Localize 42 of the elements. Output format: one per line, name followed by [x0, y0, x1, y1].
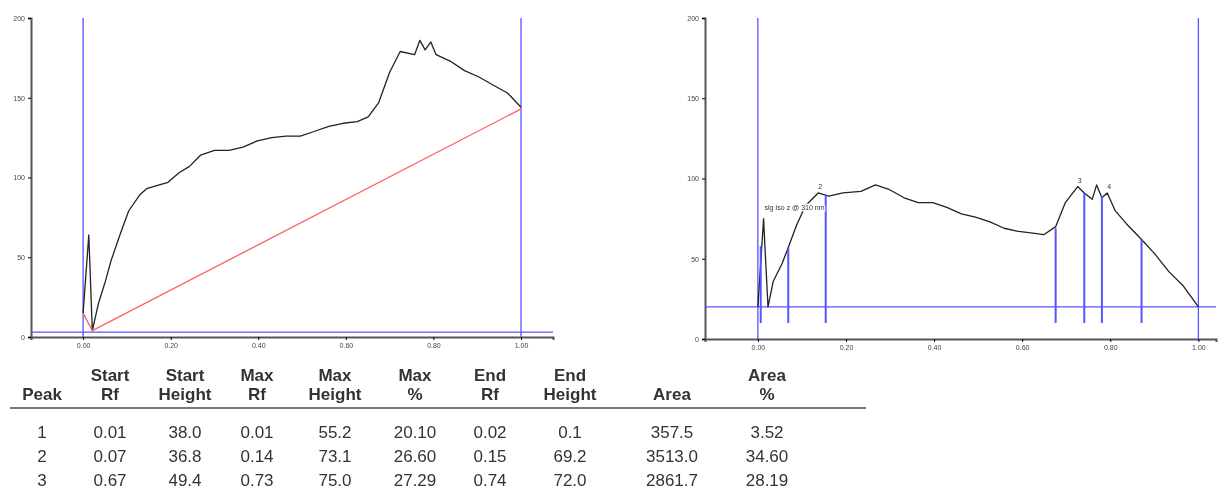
text: 20.10 — [393, 423, 437, 442]
text: 1 — [37, 423, 47, 442]
text: 0.01 — [240, 423, 274, 442]
text: Max Rf — [240, 366, 275, 404]
text: 0.74 — [473, 471, 507, 490]
text: Area % — [748, 366, 787, 404]
text: 36.8 — [168, 447, 202, 466]
text: 72.0 — [553, 471, 587, 490]
text: 0.73 — [240, 471, 274, 490]
text: 55.2 — [318, 423, 352, 442]
text: 34.60 — [745, 447, 789, 466]
text: Start Rf — [90, 366, 130, 404]
text: 38.0 — [168, 423, 202, 442]
text: 0.07 — [93, 447, 127, 466]
text: 2 — [37, 447, 47, 466]
text: 0.15 — [473, 447, 507, 466]
text: 75.0 — [318, 471, 352, 490]
text: 26.60 — [393, 447, 437, 466]
text: 28.19 — [745, 471, 789, 490]
text: 357.5 — [650, 423, 694, 442]
text: 3513.0 — [646, 447, 698, 466]
line-series — [82, 39, 522, 332]
text: Start Height — [158, 366, 212, 404]
text: 0.14 — [240, 447, 274, 466]
text: End Height — [543, 366, 597, 404]
text: 0.02 — [473, 423, 507, 442]
text: 0.1 — [558, 423, 582, 442]
text: 69.2 — [553, 447, 587, 466]
text: End Rf — [473, 366, 507, 404]
text: 0.67 — [93, 471, 127, 490]
text: 49.4 — [168, 471, 202, 490]
text: 27.29 — [393, 471, 437, 490]
text: 3.52 — [750, 423, 784, 442]
text: Max % — [398, 366, 433, 404]
line-series — [757, 184, 1200, 308]
text: 73.1 — [318, 447, 352, 466]
text: Max Height — [308, 366, 362, 404]
text: 0.01 — [93, 423, 127, 442]
text: 2861.7 — [646, 471, 698, 490]
text: Area — [653, 385, 692, 404]
text: 3 — [37, 471, 47, 490]
text: Peak — [22, 385, 63, 404]
